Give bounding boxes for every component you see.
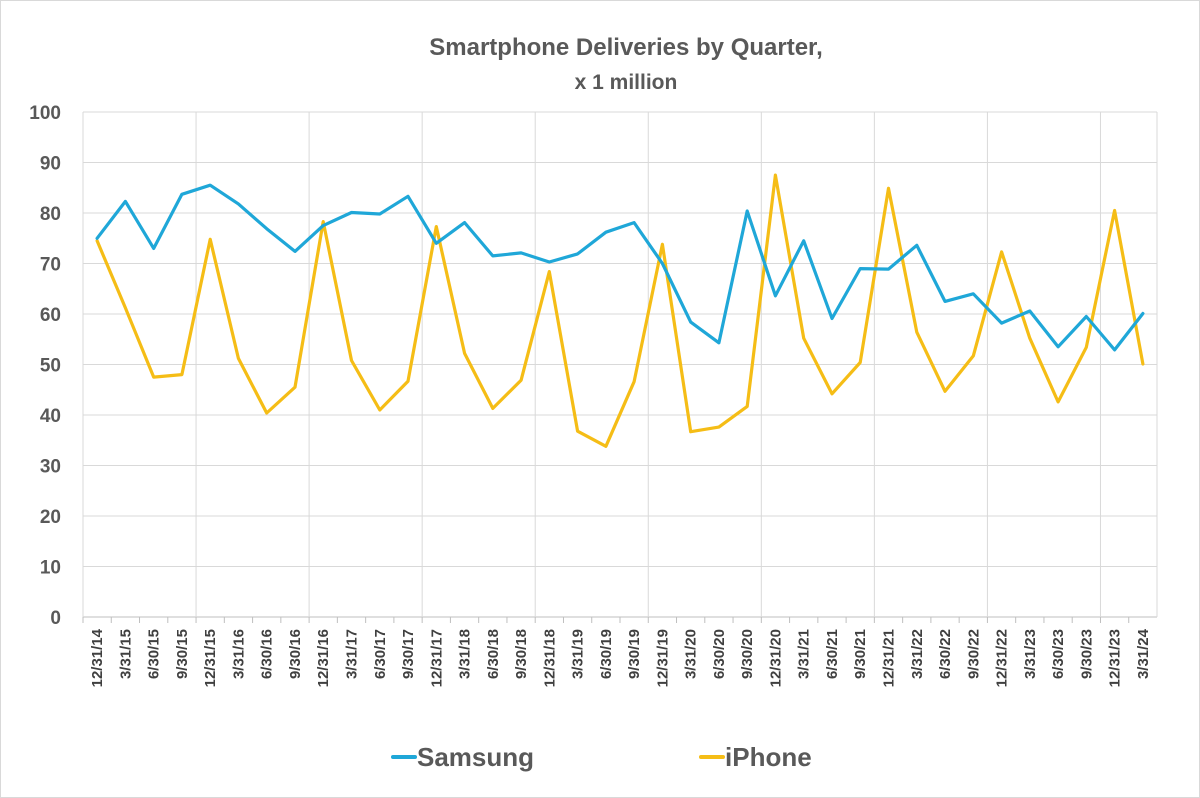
x-tick-label: 9/30/17 bbox=[400, 629, 417, 679]
x-tick-label: 6/30/20 bbox=[711, 629, 728, 679]
x-axis-ticks: 12/31/14 3/31/15 6/30/15 9/30/15 12/31/15 3/3… bbox=[82, 617, 1152, 687]
x-tick-label: 3/31/15 bbox=[117, 629, 134, 679]
x-tick-label: 3/31/18 bbox=[457, 629, 474, 679]
series-line-iphone bbox=[95, 173, 1145, 448]
legend-label-samsung: Samsung bbox=[417, 742, 534, 772]
x-tick-label: 3/31/22 bbox=[909, 629, 926, 679]
legend: Samsung iPhone bbox=[391, 742, 812, 772]
y-tick-label: 90 bbox=[40, 154, 61, 175]
x-tick-label: 9/30/18 bbox=[513, 629, 530, 679]
x-tick-label: 6/30/16 bbox=[259, 629, 276, 679]
y-tick-label: 80 bbox=[40, 204, 61, 225]
x-tick-label: 12/31/19 bbox=[654, 629, 671, 687]
legend-label-iphone: iPhone bbox=[725, 742, 812, 772]
y-tick-label: 100 bbox=[29, 103, 61, 124]
x-tick-label: 6/30/15 bbox=[146, 629, 163, 679]
y-tick-label: 40 bbox=[40, 406, 61, 427]
y-tick-label: 60 bbox=[40, 305, 61, 326]
x-tick-label: 3/31/19 bbox=[570, 629, 587, 679]
x-tick-label: 9/30/22 bbox=[965, 629, 982, 679]
y-tick-label: 0 bbox=[50, 608, 61, 629]
series-lines bbox=[95, 173, 1145, 448]
x-tick-label: 6/30/18 bbox=[485, 629, 502, 679]
y-axis-ticks: 0 10 20 30 40 50 60 70 80 90 100 bbox=[29, 103, 61, 629]
x-tick-label: 12/31/21 bbox=[881, 629, 898, 687]
y-tick-label: 30 bbox=[40, 457, 61, 478]
x-tick-label: 9/30/23 bbox=[1078, 629, 1095, 679]
y-tick-label: 50 bbox=[40, 356, 61, 377]
x-tick-label: 12/31/16 bbox=[315, 629, 332, 687]
chart-subtitle: x 1 million bbox=[575, 71, 678, 94]
x-tick-label: 6/30/22 bbox=[937, 629, 954, 679]
x-tick-label: 12/31/23 bbox=[1107, 629, 1124, 687]
x-tick-label: 12/31/20 bbox=[767, 629, 784, 687]
y-tick-label: 10 bbox=[40, 558, 61, 579]
x-tick-label: 9/30/21 bbox=[852, 629, 869, 679]
x-tick-label: 12/31/18 bbox=[541, 629, 558, 687]
x-tick-label: 12/31/22 bbox=[994, 629, 1011, 687]
x-tick-label: 9/30/19 bbox=[626, 629, 643, 679]
x-tick-label: 12/31/14 bbox=[89, 628, 106, 687]
y-tick-label: 20 bbox=[40, 507, 61, 528]
x-tick-label: 6/30/19 bbox=[598, 629, 615, 679]
x-tick-label: 3/31/21 bbox=[796, 629, 813, 679]
series-line-samsung bbox=[95, 183, 1145, 352]
x-tick-label: 3/31/24 bbox=[1135, 628, 1152, 679]
x-tick-label: 9/30/20 bbox=[739, 629, 756, 679]
gridlines bbox=[82, 111, 1158, 618]
x-tick-label: 12/31/17 bbox=[428, 629, 445, 687]
x-tick-label: 6/30/21 bbox=[824, 629, 841, 679]
x-tick-label: 6/30/23 bbox=[1050, 629, 1067, 679]
x-tick-label: 3/31/20 bbox=[683, 629, 700, 679]
x-tick-label: 9/30/15 bbox=[174, 629, 191, 679]
x-tick-label: 9/30/16 bbox=[287, 629, 304, 679]
x-tick-label: 6/30/17 bbox=[372, 629, 389, 679]
chart-title: Smartphone Deliveries by Quarter, bbox=[429, 34, 822, 61]
x-tick-label: 12/31/15 bbox=[202, 629, 219, 687]
x-tick-label: 3/31/23 bbox=[1022, 629, 1039, 679]
x-tick-label: 3/31/16 bbox=[230, 629, 247, 679]
y-tick-label: 70 bbox=[40, 255, 61, 276]
x-tick-label: 3/31/17 bbox=[344, 629, 361, 679]
